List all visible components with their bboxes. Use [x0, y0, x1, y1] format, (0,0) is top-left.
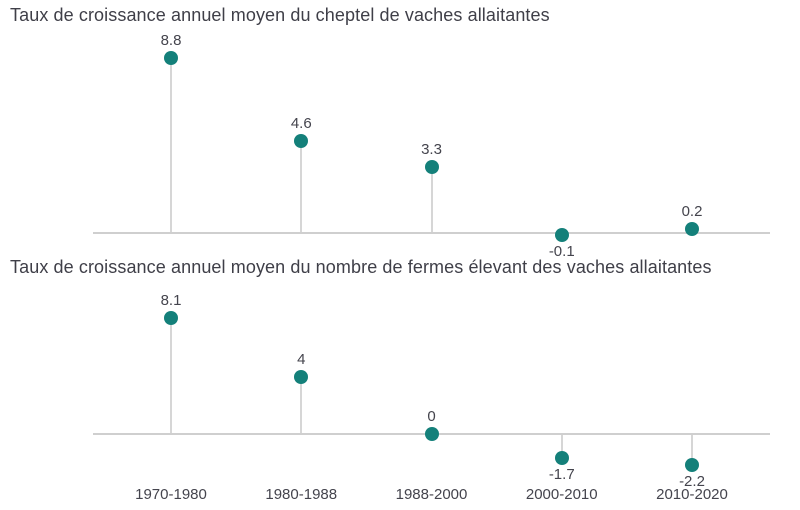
zero-baseline — [93, 232, 770, 234]
lollipop-dot — [294, 369, 309, 384]
lollipop-stem — [170, 318, 172, 434]
x-axis-label: 1980-1988 — [265, 486, 338, 503]
value-label: 0.2 — [681, 203, 703, 221]
value-label: 3.3 — [421, 141, 442, 159]
lollipop-dot — [554, 227, 569, 242]
x-axis-label: 2010-2020 — [656, 486, 728, 503]
lollipop-stem — [300, 141, 303, 233]
value-label: 4.6 — [290, 115, 312, 133]
lollipop-dot — [164, 50, 178, 65]
lollipop-dot — [554, 451, 569, 466]
x-axis-label: 1988-2000 — [395, 486, 468, 503]
lollipop-dot — [685, 222, 699, 237]
value-label: 4 — [297, 350, 306, 368]
chart-1-title: Taux de croissance annuel moyen du chept… — [10, 5, 550, 25]
value-label: -0.1 — [548, 242, 575, 260]
lollipop-dot — [424, 160, 439, 175]
lollipop-dot — [294, 134, 309, 149]
x-axis-label: 2000-2010 — [525, 486, 598, 503]
lollipop-stem — [430, 167, 433, 233]
value-label: 0 — [427, 408, 436, 425]
lollipop-stem — [691, 434, 693, 466]
lollipop-dot — [424, 427, 439, 441]
value-label: -1.7 — [548, 466, 575, 484]
value-label: -2.2 — [679, 473, 705, 491]
lollipop-dot — [685, 458, 699, 473]
x-axis-label: 1970-1980 — [135, 486, 207, 503]
lollipop-dot — [164, 311, 178, 326]
value-label: 8.8 — [160, 31, 182, 49]
lollipop-stem — [170, 57, 172, 233]
lollipop-stem — [560, 434, 563, 459]
lollipop-stem — [300, 376, 303, 434]
chart-2-title: Taux de croissance annuel moyen du nombr… — [10, 257, 712, 277]
value-label: 8.1 — [160, 292, 182, 310]
